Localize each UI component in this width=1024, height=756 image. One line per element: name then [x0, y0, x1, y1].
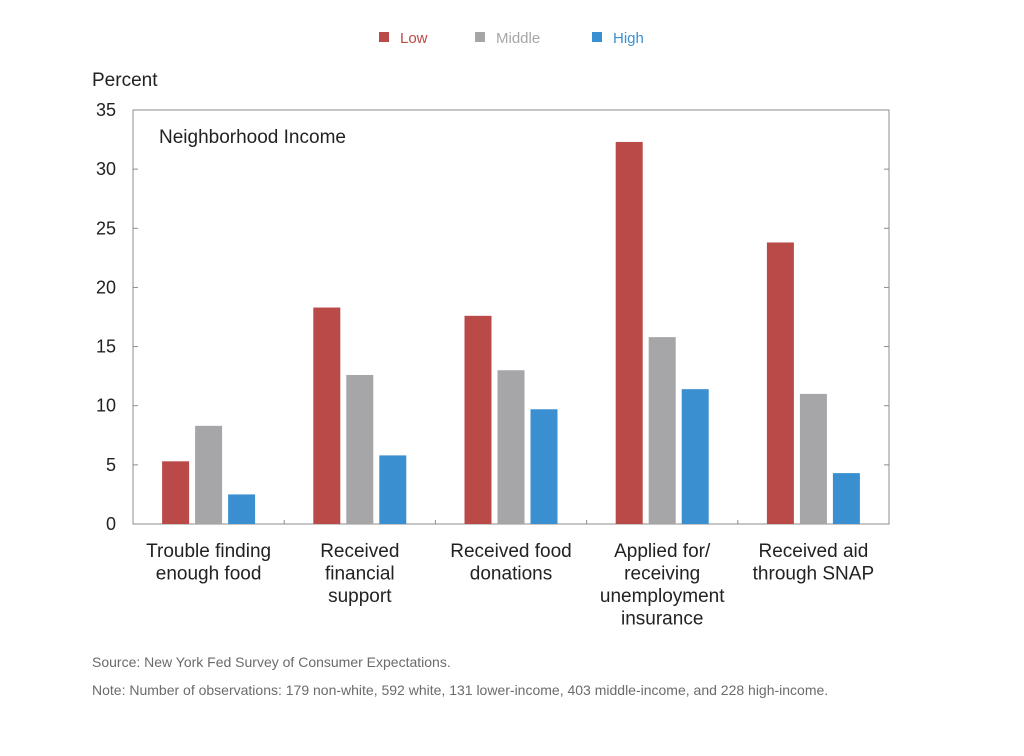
x-category-label: Received food donations: [450, 541, 571, 585]
legend-swatch-low: [379, 32, 389, 42]
x-category-label-line: support: [328, 586, 392, 607]
y-tick-label: 15: [96, 337, 116, 357]
y-tick-label: 35: [96, 100, 116, 120]
x-category-label-line: receiving: [624, 564, 700, 585]
x-category-label-line: Applied for/: [614, 541, 711, 562]
legend-label-low: Low: [400, 30, 428, 47]
source-note: Source: New York Fed Survey of Consumer …: [92, 654, 451, 670]
y-tick-label: 5: [106, 455, 116, 475]
x-category-label: Trouble finding enough food: [146, 541, 271, 585]
bar-high: [832, 473, 860, 524]
x-category-label-line: donations: [470, 564, 552, 585]
bar-middle: [346, 374, 374, 524]
bar-middle: [648, 337, 676, 524]
bar-high: [379, 455, 407, 524]
bar-high: [530, 409, 558, 524]
x-category-label-line: Received: [320, 541, 399, 562]
x-category-label-line: insurance: [621, 609, 703, 630]
legend-swatch-middle: [475, 32, 485, 42]
chart-annotation: Neighborhood Income: [159, 127, 346, 148]
x-category-label-line: financial: [325, 564, 395, 585]
bar-low: [615, 141, 643, 525]
legend-label-middle: Middle: [496, 30, 540, 47]
x-category-label-line: Received food: [450, 541, 571, 562]
legend-label-high: High: [613, 30, 644, 47]
observations-note: Note: Number of observations: 179 non-wh…: [92, 682, 829, 698]
x-category-label-line: through SNAP: [753, 564, 874, 585]
x-category-label-line: Trouble finding: [146, 541, 271, 562]
y-tick-label: 10: [96, 396, 116, 416]
y-tick-label: 20: [96, 277, 116, 297]
y-axis-label: Percent: [92, 70, 158, 91]
x-category-label-line: Received aid: [758, 541, 868, 562]
y-tick-label: 0: [106, 514, 116, 534]
x-category-label-line: unemployment: [600, 586, 725, 607]
bar-middle: [497, 370, 525, 524]
bar-middle: [799, 393, 827, 524]
y-tick-label: 30: [96, 159, 116, 179]
bar-high: [228, 494, 256, 524]
x-category-label: Received financial support: [320, 541, 399, 607]
y-tick-label: 25: [96, 218, 116, 238]
bar-low: [464, 315, 492, 524]
legend-swatch-high: [592, 32, 602, 42]
x-category-label: Received aid through SNAP: [753, 541, 874, 585]
bar-low: [313, 307, 341, 524]
x-category-label: Applied for/receiving unemployment insuran…: [600, 541, 725, 630]
bar-high: [681, 389, 709, 524]
bar-low: [766, 242, 794, 525]
bar-low: [162, 461, 190, 524]
x-category-label-line: enough food: [156, 564, 262, 585]
bar-middle: [195, 425, 223, 524]
bar-chart: 0 5 10 15 20 25 30 35 Percent Neighborhood Income…: [92, 30, 890, 630]
